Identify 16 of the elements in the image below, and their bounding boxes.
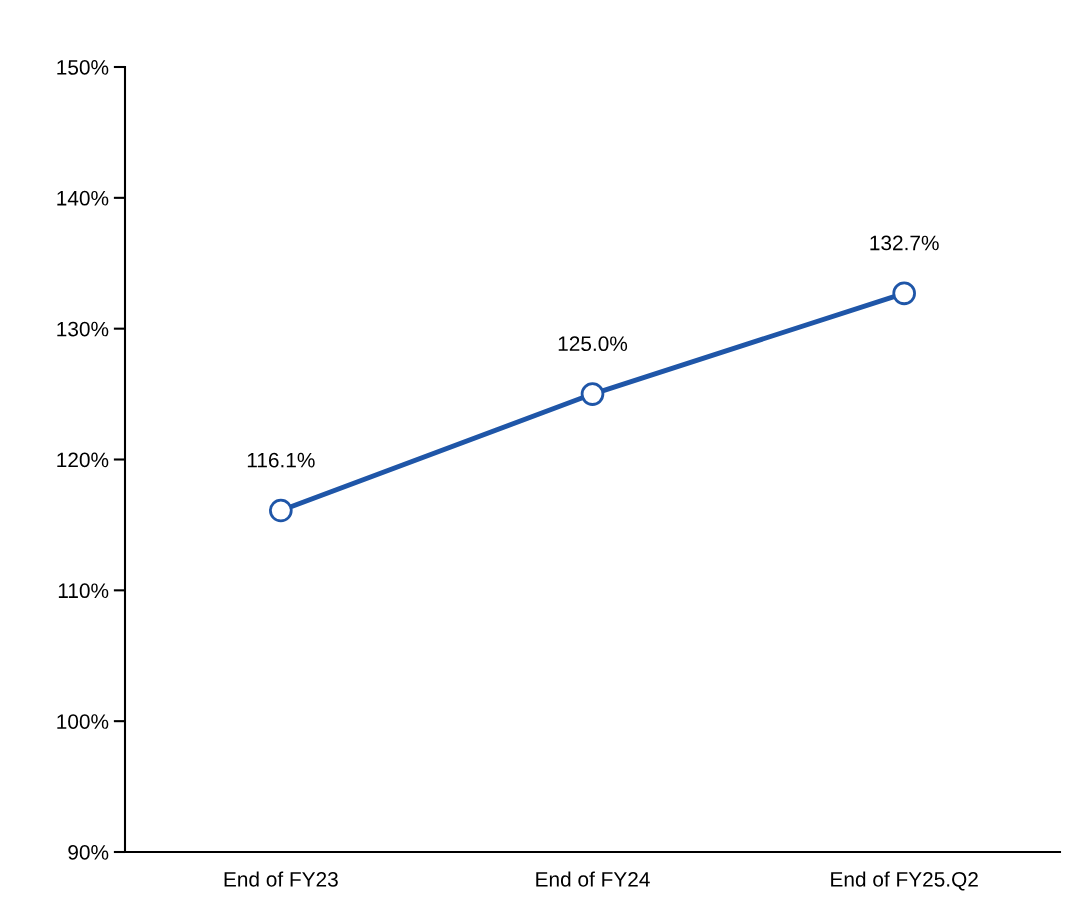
x-tick-label: End of FY24 [536,871,650,887]
data-label: 125.0% [558,336,628,352]
data-label: 132.7% [870,235,939,251]
y-tick-label: 100% [57,714,109,729]
y-tick-label: 140% [57,190,109,206]
x-tick-label: End of FY25.Q2 [831,871,978,891]
point [269,498,293,523]
y-tick-label: 110% [58,583,109,599]
point [580,382,605,406]
y-tick-label: 130% [57,321,109,337]
point [892,281,916,306]
x-tick-label: End of FY23 [224,871,338,887]
y-tick-label: 120% [57,452,109,468]
data-label: 116.1% [247,452,315,468]
y-tick-label: 90% [68,845,109,860]
y-tick-label: 150% [57,60,109,75]
